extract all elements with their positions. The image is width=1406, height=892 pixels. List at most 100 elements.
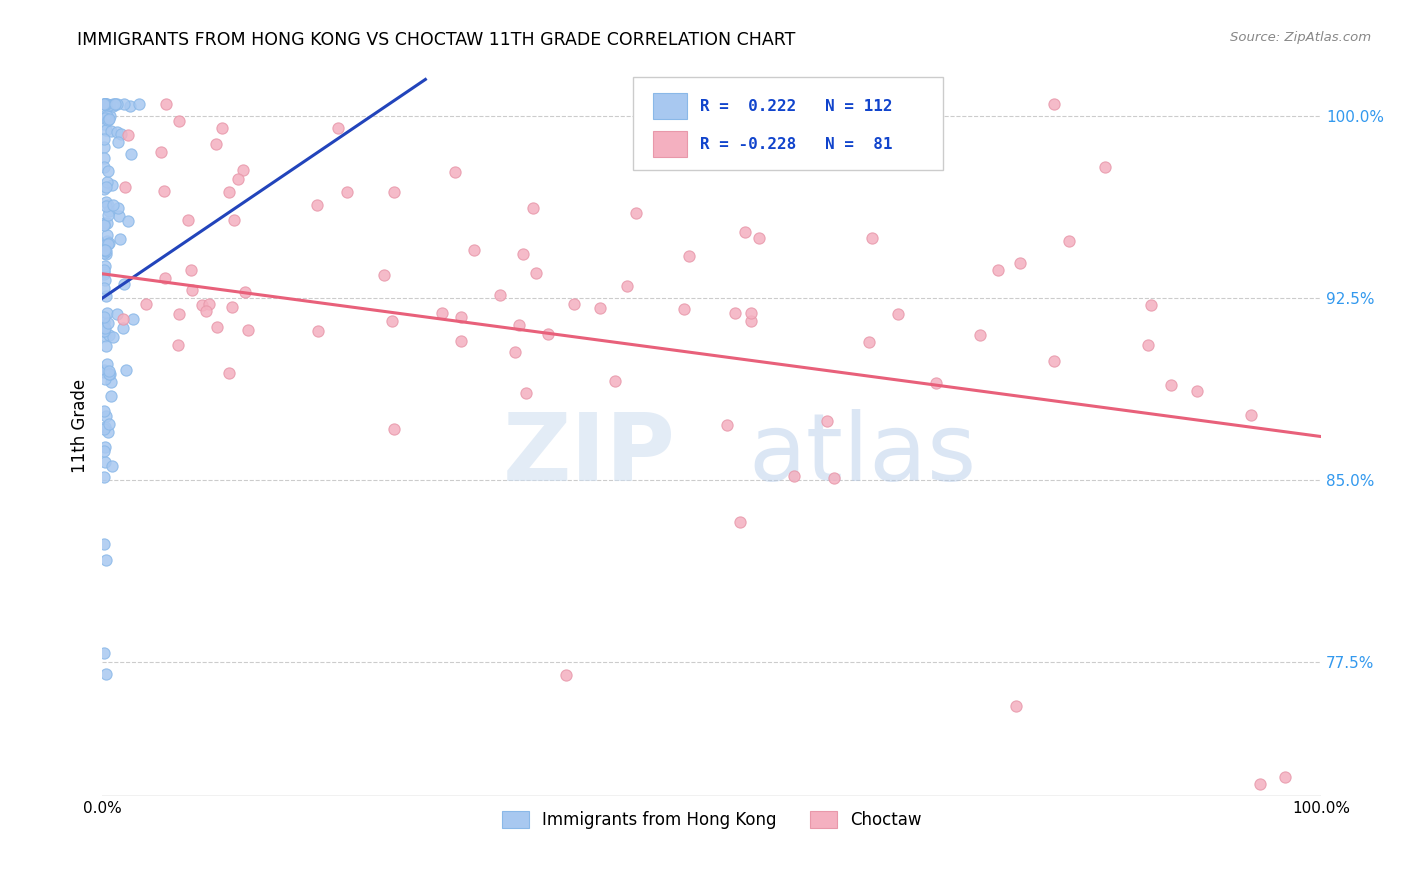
Point <box>1043 353 1066 368</box>
Point <box>96 244 118 258</box>
Point <box>108 209 131 223</box>
Point <box>98 364 121 378</box>
Point <box>505 345 527 359</box>
Point <box>112 320 135 334</box>
Point <box>554 667 576 681</box>
Text: R = -0.228   N =  81: R = -0.228 N = 81 <box>700 136 891 152</box>
Point <box>104 96 127 111</box>
Point <box>94 96 117 111</box>
Point <box>93 151 115 165</box>
Point <box>93 182 115 196</box>
Point <box>93 646 115 660</box>
Text: R =  0.222   N = 112: R = 0.222 N = 112 <box>700 99 891 114</box>
Point <box>107 135 129 149</box>
Point <box>93 371 115 385</box>
Point <box>782 469 804 483</box>
Point <box>93 263 115 277</box>
Point <box>1010 255 1032 269</box>
Point <box>93 470 115 484</box>
Point <box>104 96 127 111</box>
Point <box>562 297 585 311</box>
Point <box>97 98 120 112</box>
Point <box>93 132 115 146</box>
Point <box>1005 699 1028 714</box>
Point <box>181 283 204 297</box>
Y-axis label: 11th Grade: 11th Grade <box>72 378 89 473</box>
Point <box>93 440 115 454</box>
Point <box>96 175 118 189</box>
Point <box>101 99 124 113</box>
Point <box>94 455 117 469</box>
Point <box>734 226 756 240</box>
Point <box>94 195 117 210</box>
Point <box>93 96 115 111</box>
Point <box>105 307 128 321</box>
Point <box>94 409 117 423</box>
Point <box>233 285 256 300</box>
Point <box>108 232 131 246</box>
Point <box>94 237 117 252</box>
Point <box>93 320 115 334</box>
Point <box>515 385 537 400</box>
Point <box>1136 337 1159 351</box>
Point <box>211 121 233 136</box>
Point <box>1059 234 1081 248</box>
Point <box>93 96 115 111</box>
Point <box>97 235 120 250</box>
Legend: Immigrants from Hong Kong, Choctaw: Immigrants from Hong Kong, Choctaw <box>495 805 928 836</box>
Point <box>155 96 177 111</box>
Point <box>93 324 115 338</box>
Point <box>93 363 115 377</box>
Point <box>93 245 115 260</box>
Point <box>153 271 176 285</box>
Point <box>336 185 359 199</box>
Point <box>180 263 202 277</box>
Point <box>98 109 121 123</box>
Point <box>228 172 250 186</box>
Point <box>120 99 142 113</box>
Point <box>94 667 117 681</box>
Point <box>93 160 115 174</box>
Point <box>326 120 349 135</box>
Point <box>117 214 139 228</box>
Point <box>93 96 115 111</box>
Point <box>97 198 120 212</box>
Point <box>1140 298 1163 312</box>
Point <box>93 365 115 379</box>
Point <box>218 366 240 380</box>
Point <box>96 306 118 320</box>
Point <box>716 418 738 433</box>
Point <box>93 444 115 458</box>
Point <box>177 212 200 227</box>
FancyBboxPatch shape <box>654 94 688 120</box>
Point <box>100 389 122 403</box>
Point <box>101 178 124 192</box>
Point <box>128 96 150 111</box>
Point <box>489 288 512 302</box>
Point <box>93 244 115 258</box>
Text: ZIP: ZIP <box>502 409 675 501</box>
Point <box>887 307 910 321</box>
Point <box>969 328 991 343</box>
Point <box>105 96 128 111</box>
Point <box>207 320 229 334</box>
Text: atlas: atlas <box>748 409 977 501</box>
Point <box>384 185 406 199</box>
Point <box>110 128 132 142</box>
Point <box>111 312 134 326</box>
Point <box>232 163 254 178</box>
Point <box>1239 408 1261 422</box>
Text: IMMIGRANTS FROM HONG KONG VS CHOCTAW 11TH GRADE CORRELATION CHART: IMMIGRANTS FROM HONG KONG VS CHOCTAW 11T… <box>77 31 796 49</box>
Point <box>94 321 117 335</box>
Point <box>96 227 118 242</box>
Point <box>191 298 214 312</box>
Point <box>94 247 117 261</box>
Point <box>93 265 115 279</box>
Point <box>101 96 124 111</box>
Point <box>93 140 115 154</box>
Point <box>112 96 135 111</box>
Point <box>588 301 610 315</box>
Point <box>120 147 142 161</box>
Point <box>522 201 544 215</box>
Point <box>823 471 845 485</box>
